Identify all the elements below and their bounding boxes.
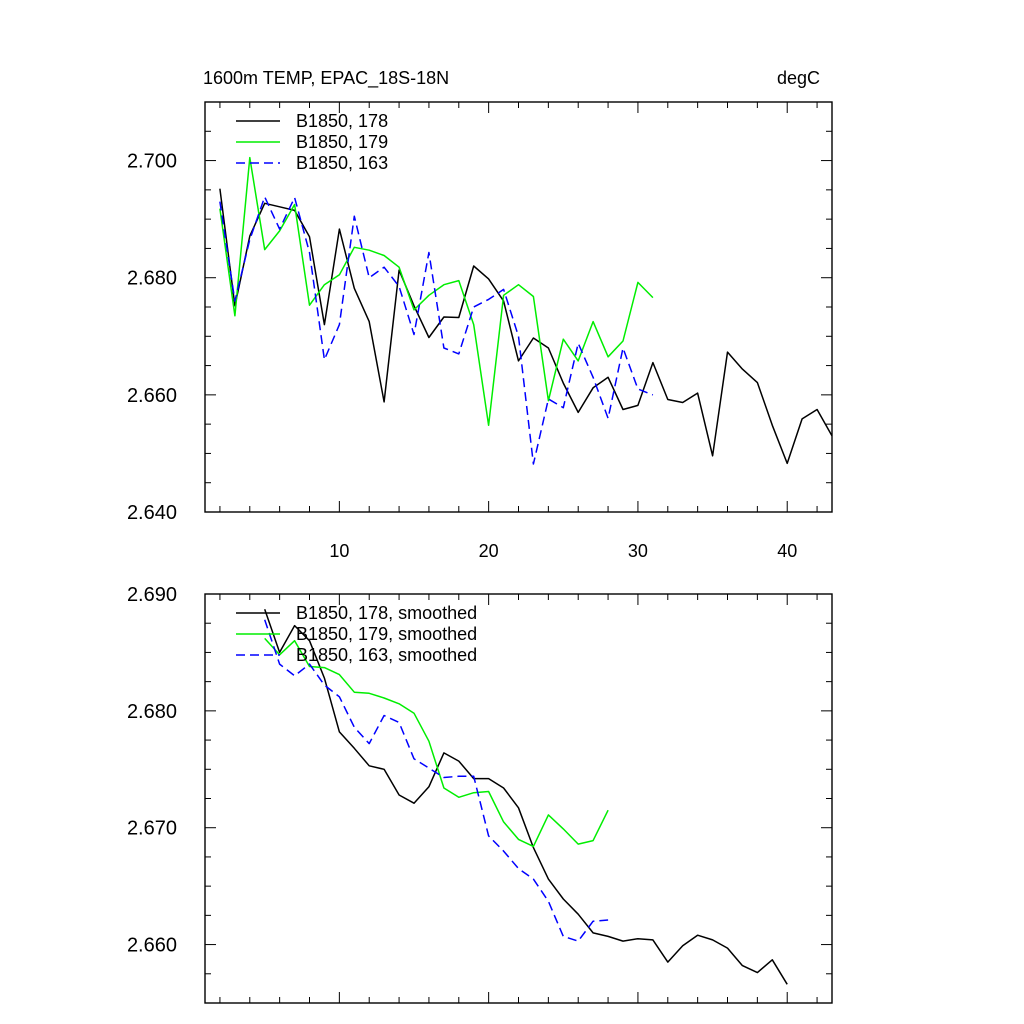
- series-line-0: [219, 188, 833, 465]
- legend-label-2: B1850, 163: [296, 153, 388, 173]
- y-tick-label: 2.690: [127, 584, 177, 606]
- units-label: degC: [777, 68, 820, 88]
- y-tick-label: 2.680: [127, 268, 177, 290]
- x-tick-label: 30: [628, 541, 648, 561]
- series-line-1: [219, 156, 654, 427]
- legend-label-2: B1850, 163, smoothed: [296, 645, 477, 665]
- series-line-2: [219, 196, 654, 465]
- series-line-2: [263, 619, 609, 942]
- y-tick-label: 2.670: [127, 818, 177, 840]
- legend-label-1: B1850, 179: [296, 132, 388, 152]
- bottom-panel: 2.660 2.670 2.680 2.690 B1850, 178, smoothed…: [127, 584, 833, 1004]
- y-tick-label: 2.660: [127, 385, 177, 407]
- series-line-0: [263, 608, 788, 985]
- legend-label-0: B1850, 178, smoothed: [296, 603, 477, 623]
- series-line-1: [264, 637, 609, 848]
- chart-title: 1600m TEMP, EPAC_18S-18N: [203, 68, 449, 89]
- y-tick-label: 2.680: [127, 701, 177, 723]
- x-tick-label: 20: [479, 541, 499, 561]
- y-tick-label: 2.660: [127, 935, 177, 957]
- x-tick-label: 10: [329, 541, 349, 561]
- y-tick-label: 2.640: [127, 502, 177, 524]
- legend-label-1: B1850, 179, smoothed: [296, 624, 477, 644]
- legend-label-0: B1850, 178: [296, 111, 388, 131]
- x-tick-label: 40: [777, 541, 797, 561]
- y-tick-label: 2.700: [127, 151, 177, 173]
